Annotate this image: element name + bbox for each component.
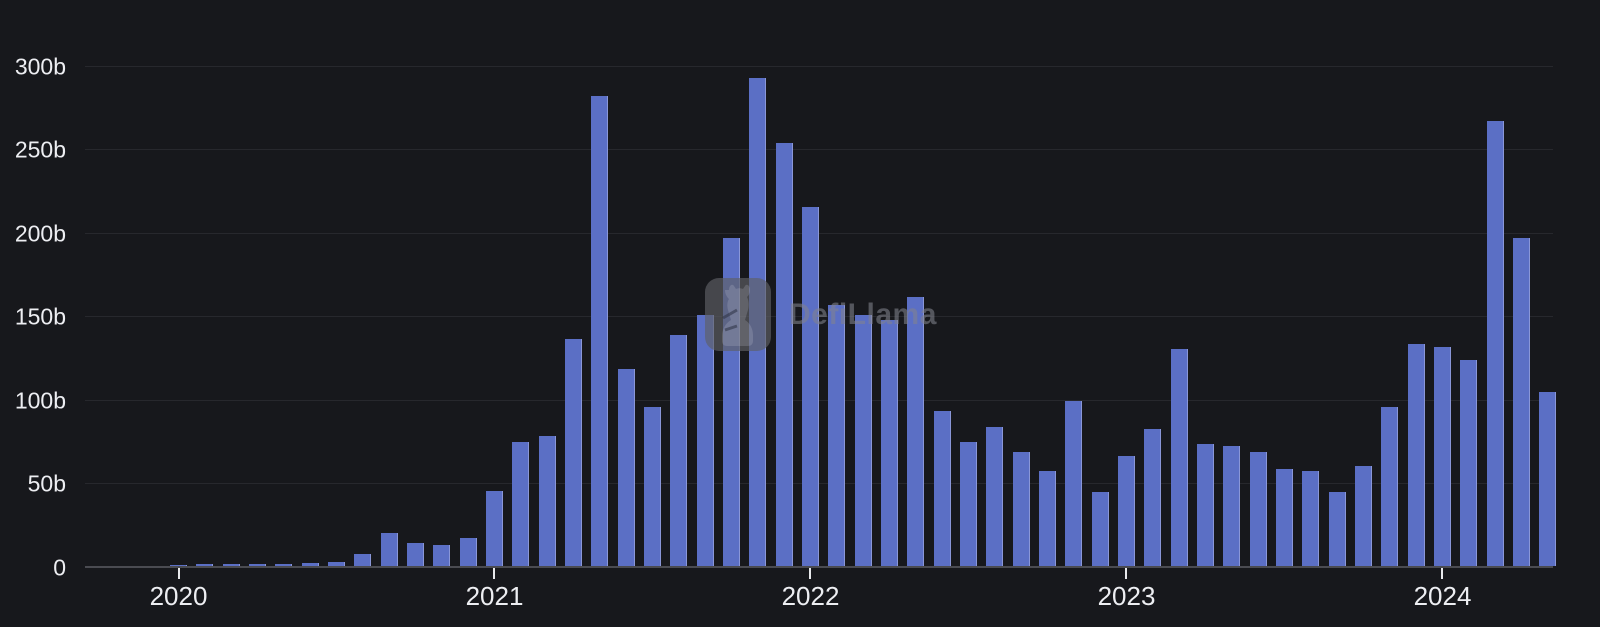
bar-2023-08[interactable]	[1302, 470, 1320, 566]
bar-2021-10[interactable]	[722, 238, 740, 566]
bar-2023-05[interactable]	[1223, 445, 1241, 566]
y-axis-tick-label: 300b	[14, 53, 66, 80]
gridline-50b	[85, 483, 1553, 485]
bar-2022-10[interactable]	[1038, 470, 1056, 566]
gridline-150b	[85, 316, 1553, 318]
bar-2023-10[interactable]	[1354, 465, 1372, 566]
bar-2020-08[interactable]	[354, 554, 372, 566]
bar-2023-12[interactable]	[1407, 343, 1425, 566]
bar-2020-06[interactable]	[301, 562, 319, 566]
x-axis-label-2023: 2023	[1097, 581, 1156, 611]
bar-2020-01[interactable]	[170, 565, 187, 566]
x-axis-line	[85, 566, 1553, 568]
bar-2020-10[interactable]	[406, 543, 424, 566]
gridline-200b	[85, 232, 1553, 234]
bar-2024-01[interactable]	[1433, 347, 1451, 566]
bar-2020-02[interactable]	[196, 563, 214, 566]
bar-2022-03[interactable]	[854, 315, 872, 566]
bar-2020-11[interactable]	[433, 544, 451, 566]
bar-2021-04[interactable]	[564, 338, 582, 566]
bar-2022-01[interactable]	[801, 206, 819, 566]
y-axis-tick-label: 200b	[14, 220, 66, 247]
gridline-300b	[85, 65, 1553, 67]
y-axis-tick-label: 250b	[14, 136, 66, 163]
bar-2021-05[interactable]	[591, 96, 609, 566]
bar-2022-11[interactable]	[1065, 400, 1083, 566]
bar-2022-09[interactable]	[1012, 452, 1030, 566]
x-axis-label-2021: 2021	[465, 581, 524, 611]
bar-2024-03[interactable]	[1486, 121, 1504, 566]
x-axis-tick-2021	[493, 568, 496, 579]
bar-2020-07[interactable]	[327, 561, 345, 566]
x-axis-label-2024: 2024	[1413, 581, 1472, 611]
bar-2020-03[interactable]	[222, 563, 240, 566]
bar-2021-01[interactable]	[485, 490, 503, 566]
bar-2021-11[interactable]	[749, 77, 767, 566]
bar-2022-06[interactable]	[933, 410, 951, 566]
bar-2023-01[interactable]	[1117, 455, 1135, 566]
bar-2023-03[interactable]	[1170, 348, 1188, 566]
gridline-250b	[85, 149, 1553, 151]
x-axis-label-2022: 2022	[781, 581, 840, 611]
bar-2023-09[interactable]	[1328, 492, 1346, 566]
bar-2022-08[interactable]	[986, 427, 1004, 566]
bar-2020-04[interactable]	[248, 564, 266, 566]
y-axis-tick-label: 100b	[14, 387, 66, 414]
y-axis-tick-label: 50b	[27, 470, 66, 497]
bar-2023-07[interactable]	[1275, 469, 1293, 566]
bar-2021-08[interactable]	[670, 335, 688, 566]
bar-2020-09[interactable]	[380, 532, 398, 566]
bar-2023-06[interactable]	[1249, 452, 1267, 566]
bar-2021-06[interactable]	[617, 368, 635, 566]
bar-2020-12[interactable]	[459, 538, 477, 566]
bar-2023-02[interactable]	[1144, 428, 1162, 566]
gridline-100b	[85, 399, 1553, 401]
bar-2023-04[interactable]	[1196, 443, 1214, 566]
bar-2022-04[interactable]	[880, 320, 898, 566]
x-axis-label-2020: 2020	[149, 581, 208, 611]
bar-2020-05[interactable]	[275, 563, 293, 566]
bar-2021-07[interactable]	[643, 407, 661, 566]
x-axis-tick-2024	[1441, 568, 1444, 579]
bar-2022-12[interactable]	[1091, 492, 1109, 566]
y-axis-tick-label: 150b	[14, 303, 66, 330]
bar-2021-03[interactable]	[538, 435, 556, 566]
bar-2022-02[interactable]	[828, 305, 846, 566]
y-axis-tick-label: 0	[53, 554, 66, 581]
bar-2022-05[interactable]	[907, 296, 925, 566]
bar-2021-09[interactable]	[696, 315, 714, 566]
bar-2024-04[interactable]	[1512, 238, 1530, 566]
bar-2024-05[interactable]	[1539, 392, 1557, 566]
x-axis-tick-2023	[1125, 568, 1128, 579]
bar-2021-02[interactable]	[512, 442, 530, 566]
x-axis-tick-2020	[177, 568, 180, 579]
bar-2021-12[interactable]	[775, 143, 793, 566]
bar-2023-11[interactable]	[1381, 407, 1399, 566]
x-axis-tick-2022	[809, 568, 812, 579]
bar-2024-02[interactable]	[1460, 360, 1478, 566]
bar-2022-07[interactable]	[959, 442, 977, 566]
